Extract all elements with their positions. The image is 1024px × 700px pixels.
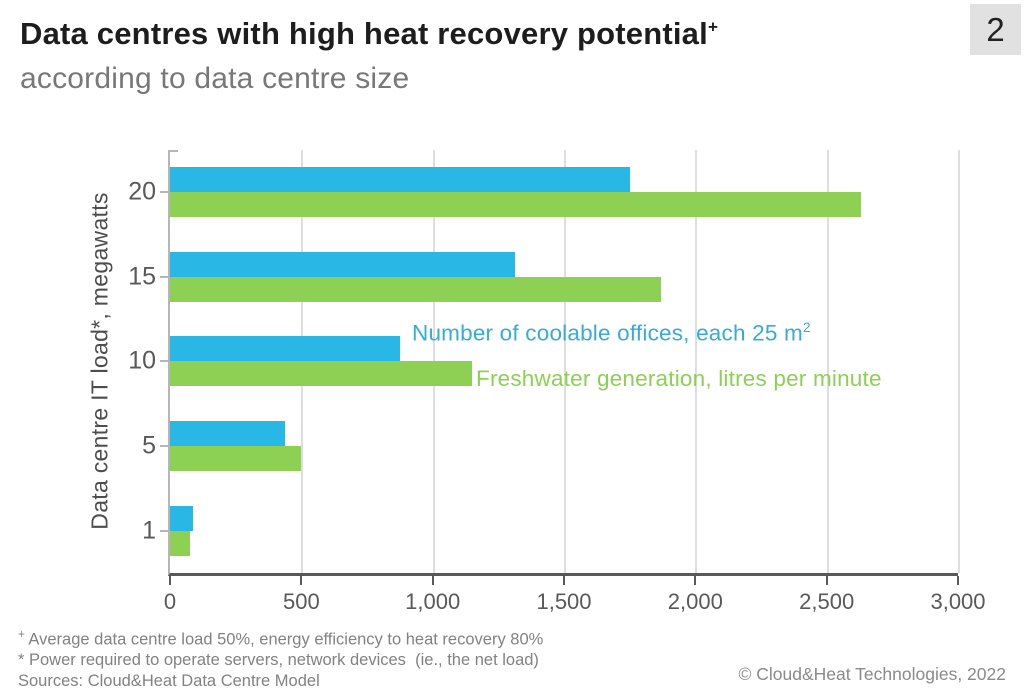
x-axis-tick-500: [300, 576, 303, 585]
gridline-2000: [695, 150, 698, 573]
footnotes: + Average data centre load 50%, energy e…: [18, 625, 543, 691]
x-axis-label-500: 500: [282, 589, 320, 614]
gridline-3000: [958, 150, 960, 573]
bar-1mw-freshwater: [170, 530, 191, 556]
x-axis-label-1000: 1,000: [405, 589, 461, 614]
category-label-20: 20: [128, 177, 156, 206]
legend-series-freshwater: Freshwater generation, litres per minute: [476, 366, 882, 391]
page-subtitle: according to data centre size: [20, 62, 410, 95]
x-axis-label-2500: 2,500: [799, 589, 855, 614]
bar-20mw-freshwater: [170, 192, 861, 218]
y-axis-tick-10: [160, 360, 169, 363]
x-axis-label-0: 0: [163, 589, 177, 614]
legend-series-offices: Number of coolable offices, each 25 m2: [412, 320, 811, 347]
x-axis-label-2000: 2,000: [667, 589, 723, 614]
bar-10mw-offices: [170, 336, 400, 362]
footnote-average-load: + Average data centre load 50%, energy e…: [18, 625, 543, 650]
category-label-1: 1: [142, 516, 156, 545]
bar-pair-1: [170, 505, 958, 556]
bar-15mw-freshwater: [170, 276, 662, 302]
x-axis-tick-3000: [957, 576, 959, 585]
y-axis-tick-15: [160, 275, 169, 278]
bar-chart-plot-area: 20 15 10 5 1 0 500 1,000 1,500 2,000 2,500 3,000 N…: [128, 150, 986, 614]
footnote-plus-marker: +: [18, 629, 25, 641]
bar-20mw-offices: [170, 167, 630, 193]
y-axis-tick-1: [160, 529, 169, 532]
x-axis-label-3000: 3,000: [930, 589, 986, 614]
bar-group-15: 15: [128, 235, 958, 320]
x-axis-tick-1000: [431, 576, 434, 585]
x-axis-tick-2500: [825, 576, 828, 585]
bar-group-10: 10: [128, 319, 958, 404]
category-label-10: 10: [128, 346, 156, 375]
x-axis-tick-1500: [563, 576, 565, 585]
category-label-15: 15: [128, 262, 156, 291]
y-axis-tick-5: [160, 445, 169, 448]
bar-rows: 20 15 10 5 1: [128, 150, 958, 573]
copyright: © Cloud&Heat Technologies, 2022: [738, 664, 1006, 684]
bar-group-5: 5: [142, 404, 958, 489]
category-label-5: 5: [142, 431, 156, 460]
x-axis-label-1500: 1,500: [536, 589, 592, 614]
bar-1mw-offices: [170, 505, 194, 531]
footnote-sources: Sources: Cloud&Heat Data Centre Model: [18, 671, 320, 690]
bar-group-20: 20: [128, 150, 958, 235]
x-axis-tick-2000: [694, 576, 697, 585]
bar-group-1: 1: [142, 488, 958, 573]
bar-10mw-freshwater: [170, 361, 473, 387]
bar-15mw-offices: [170, 251, 515, 277]
footnote-1-text: Average data centre load 50%, energy eff…: [24, 630, 544, 649]
bar-pair-20: [170, 167, 958, 218]
title-footnote-marker: +: [707, 17, 719, 37]
bar-pair-10: [170, 336, 958, 387]
y-axis-tick-20: [160, 191, 169, 194]
bar-5mw-offices: [170, 421, 285, 447]
bar-pair-15: [170, 251, 958, 302]
x-axis-tick-0: [169, 576, 171, 585]
page-title: Data centres with high heat recovery pot…: [20, 16, 718, 52]
legend-offices-label: Number of coolable offices, each 25 m: [412, 320, 803, 346]
gridline-2500: [826, 150, 829, 573]
legend-offices-superscript: 2: [802, 320, 811, 335]
y-axis-top-tick: [170, 150, 178, 152]
footnote-net-load: * Power required to operate servers, net…: [18, 651, 539, 669]
gridline-1500: [564, 150, 566, 573]
page-number-badge: 2: [970, 4, 1021, 55]
page-title-text: Data centres with high heat recovery pot…: [20, 16, 708, 51]
bar-5mw-freshwater: [170, 446, 302, 472]
bar-pair-5: [170, 421, 958, 472]
